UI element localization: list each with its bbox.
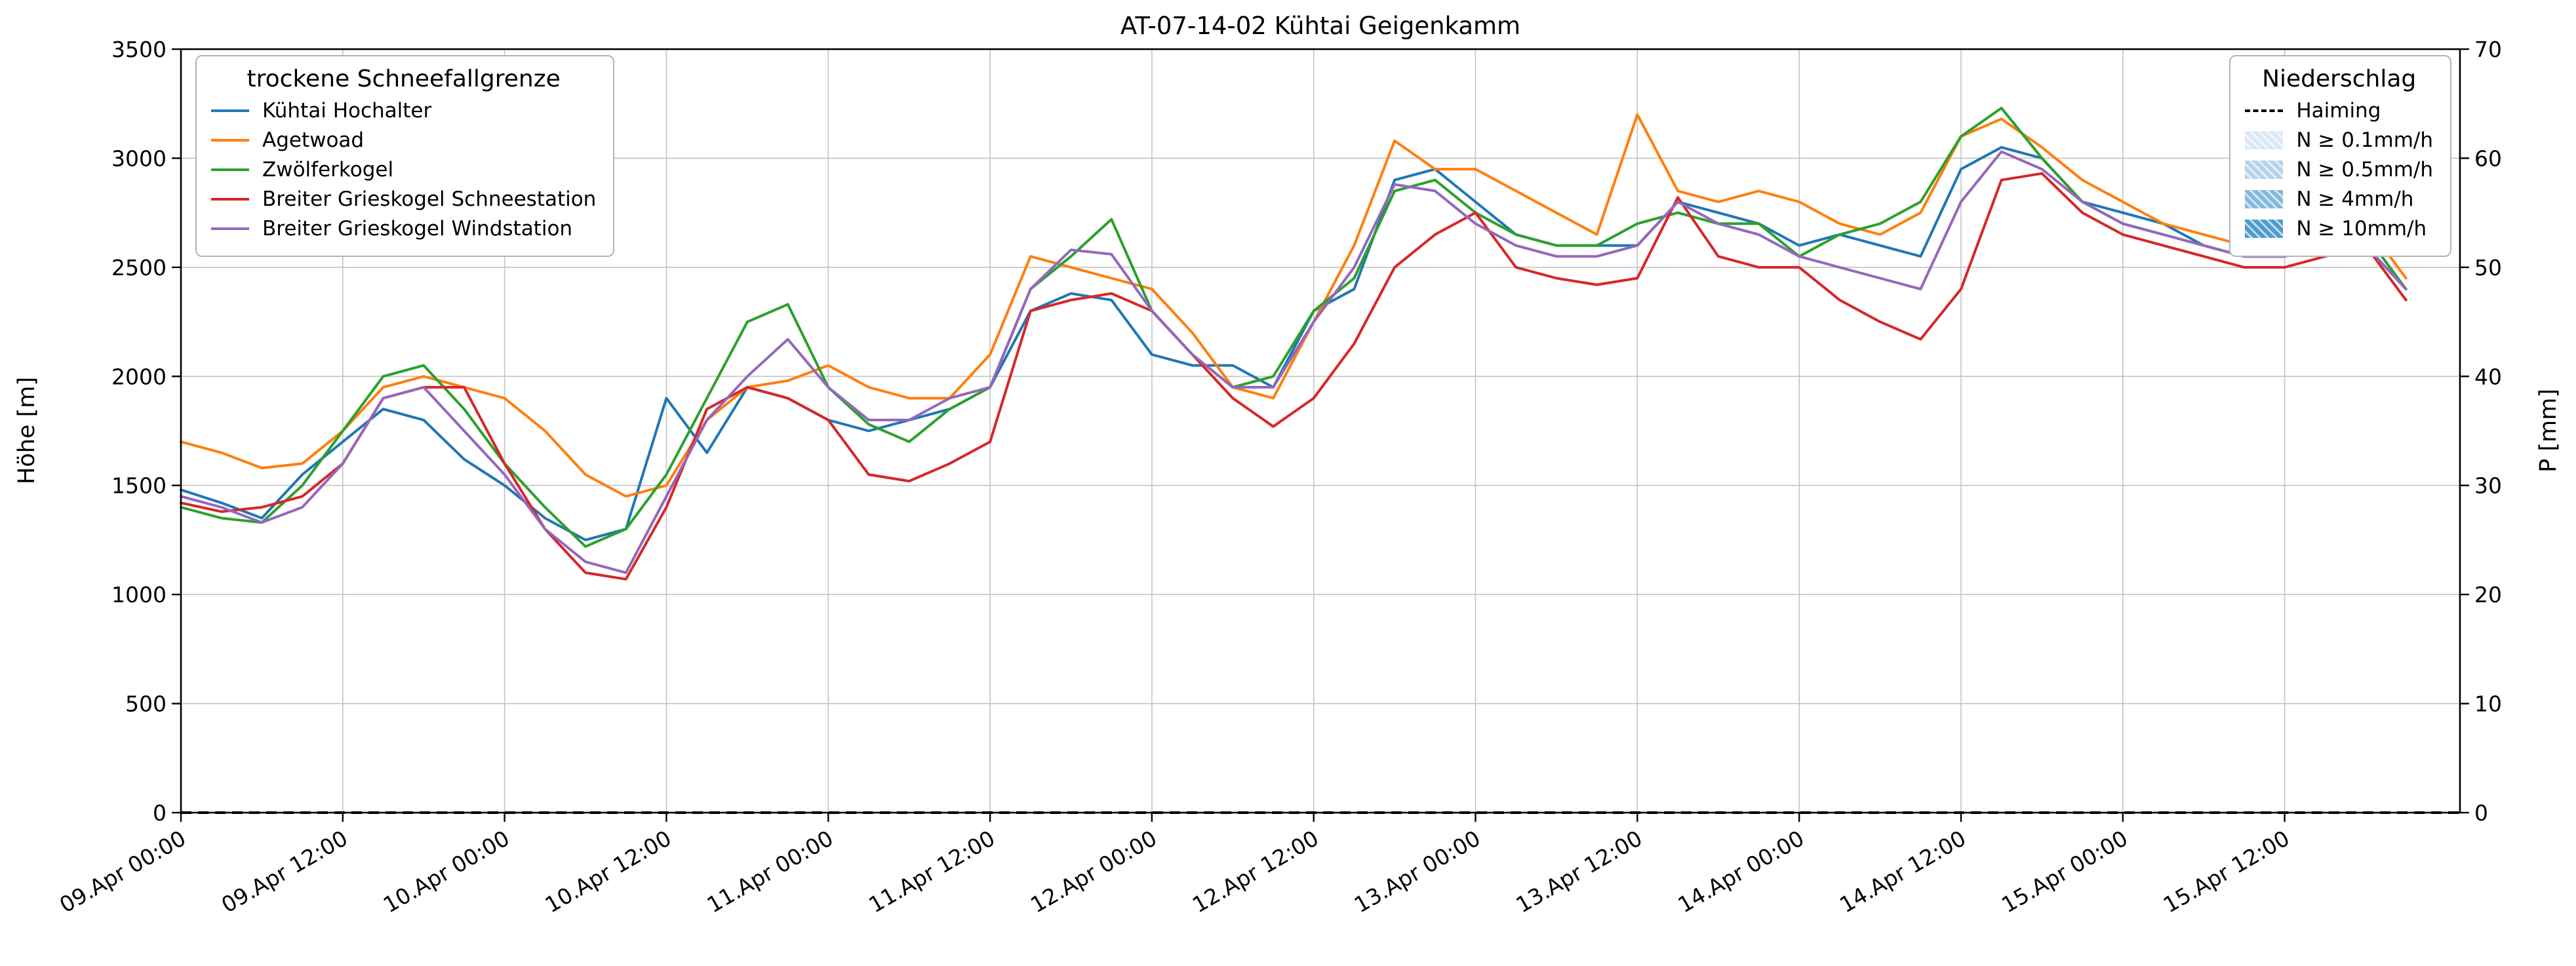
series-line-2 (180, 106, 2408, 548)
legend-series-0: Kühtai Hochalter (211, 99, 596, 123)
y-left-tick-label: 2500 (111, 255, 167, 280)
legend-series-0-swatch (211, 109, 249, 112)
legend-series-3-swatch (211, 198, 249, 201)
x-tick-label: 09.Apr 00:00 (55, 825, 190, 918)
x-tick-label: 11.Apr 12:00 (864, 825, 999, 918)
y-right-tick-label: 40 (2474, 364, 2502, 389)
legend-haiming-swatch (2245, 109, 2284, 112)
legend-precip-class-0: N ≥ 0.1mm/h (2245, 128, 2433, 152)
legend-haiming-label: Haiming (2296, 99, 2381, 123)
legend-series-4: Breiter Grieskogel Windstation (211, 217, 596, 241)
legend-precip-class-2-label: N ≥ 4mm/h (2296, 187, 2414, 211)
legend-precipitation-title: Niederschlag (2262, 66, 2417, 92)
series-line-1 (180, 113, 2408, 498)
x-tick-label: 15.Apr 00:00 (1997, 825, 2132, 918)
legend-series-1-label: Agetwoad (262, 128, 365, 152)
y-left-tick-label: 500 (125, 691, 167, 717)
y-right-tick-label: 60 (2474, 145, 2502, 171)
legend-haiming: Haiming (2245, 99, 2433, 123)
y-right-tick-label: 30 (2474, 473, 2502, 499)
legend-precip-class-3: N ≥ 10mm/h (2245, 217, 2433, 241)
y-left-tick-label: 1000 (111, 582, 167, 608)
x-tick-label: 13.Apr 12:00 (1511, 825, 1646, 918)
legend-precip-class-0-label: N ≥ 0.1mm/h (2296, 128, 2433, 152)
y-left-tick-label: 2000 (111, 364, 167, 389)
x-tick-label: 15.Apr 12:00 (2159, 825, 2294, 918)
legend-snowfall-title: trockene Schneefallgrenze (247, 66, 561, 92)
legend-series-3-label: Breiter Grieskogel Schneestation (262, 187, 597, 211)
chart-title: AT-07-14-02 Kühtai Geigenkamm (1120, 12, 1520, 40)
y-left-tick-label: 1500 (111, 473, 167, 499)
legend-precip-class-3-swatch (2245, 220, 2284, 238)
legend-snowfall-items: Kühtai Hochalter Agetwoad Zwölferkogel Brei… (211, 99, 596, 241)
legend-series-2: Zwölferkogel (211, 158, 596, 182)
x-tick-label: 14.Apr 12:00 (1835, 825, 1970, 918)
x-tick-label: 11.Apr 00:00 (702, 825, 837, 918)
y-left-tick-label: 3500 (111, 37, 167, 62)
legend-precip-class-3-label: N ≥ 10mm/h (2296, 217, 2427, 241)
y-left-axis-label: Höhe [m] (14, 377, 40, 484)
series-line-3 (180, 172, 2408, 581)
legend-series-2-label: Zwölferkogel (262, 158, 394, 182)
legend-snowfall-line: trockene Schneefallgrenze Kühtai Hochalt… (195, 55, 615, 257)
legend-precip-class-0-swatch (2245, 131, 2284, 149)
legend-series-4-swatch (211, 227, 249, 230)
legend-series-0-label: Kühtai Hochalter (262, 99, 432, 123)
legend-precip-class-1-swatch (2245, 161, 2284, 179)
series-line-4 (180, 150, 2408, 574)
y-right-axis-label: P [mm] (2535, 389, 2562, 473)
x-tick-label: 12.Apr 12:00 (1188, 825, 1323, 918)
x-tick-label: 13.Apr 00:00 (1350, 825, 1485, 918)
plot-border (180, 48, 2461, 814)
series-line-0 (180, 145, 2408, 541)
legend-series-1: Agetwoad (211, 128, 596, 152)
legend-series-4-label: Breiter Grieskogel Windstation (262, 217, 573, 241)
legend-series-3: Breiter Grieskogel Schneestation (211, 187, 596, 211)
legend-precip-class-2: N ≥ 4mm/h (2245, 187, 2433, 211)
legend-precipitation: Niederschlag Haiming N ≥ 0.1mm/h N ≥ 0.5mm… (2229, 55, 2451, 257)
y-right-tick-label: 70 (2474, 37, 2502, 62)
legend-series-2-swatch (211, 168, 249, 171)
legend-precip-class-1-label: N ≥ 0.5mm/h (2296, 158, 2433, 182)
y-left-tick-label: 0 (153, 800, 167, 826)
x-tick-label: 14.Apr 00:00 (1673, 825, 1808, 918)
y-right-tick-label: 50 (2474, 255, 2502, 280)
legend-precipitation-items: Haiming N ≥ 0.1mm/h N ≥ 0.5mm/h N ≥ 4mm/h N … (2245, 99, 2433, 241)
legend-precip-class-2-swatch (2245, 190, 2284, 208)
y-left-tick-label: 3000 (111, 145, 167, 171)
x-tick-label: 10.Apr 00:00 (379, 825, 514, 918)
x-tick-label: 12.Apr 00:00 (1026, 825, 1161, 918)
legend-precip-class-1: N ≥ 0.5mm/h (2245, 158, 2433, 182)
y-right-tick-label: 10 (2474, 691, 2502, 717)
y-right-tick-label: 20 (2474, 582, 2502, 608)
legend-series-1-swatch (211, 139, 249, 142)
x-tick-label: 10.Apr 12:00 (541, 825, 676, 918)
x-tick-label: 09.Apr 12:00 (217, 825, 352, 918)
y-right-tick-label: 0 (2474, 800, 2488, 826)
